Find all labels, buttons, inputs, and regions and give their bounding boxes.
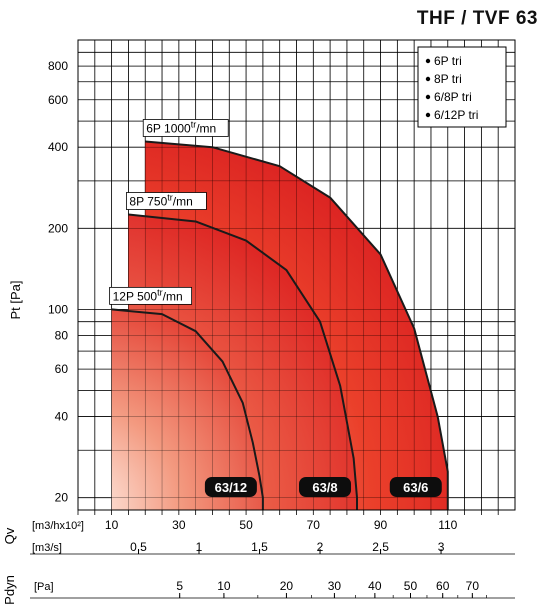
curve-badge: [299, 477, 352, 497]
curve-badge: [204, 477, 257, 497]
curve-label: 8P 750tr/mn: [129, 193, 192, 209]
y-tick-label: 800: [48, 59, 68, 73]
y-tick-label: 20: [55, 491, 69, 505]
legend-bullet: [425, 58, 431, 64]
y-tick-label: 400: [48, 140, 68, 154]
pdyn-tick-label: 60: [436, 579, 450, 593]
flow-unit-label-top: [m3/hx10²]: [32, 520, 84, 532]
curve-badge-label: 63/12: [215, 480, 248, 495]
curve-label: 12P 500tr/mn: [113, 287, 183, 303]
m3s-tick-label: 1.5: [251, 540, 268, 554]
y-tick-label: 80: [55, 328, 69, 342]
x-tick-label: 90: [374, 518, 388, 532]
legend-bullet: [425, 112, 431, 118]
x-tick-label: 10: [105, 518, 119, 532]
pdyn-tick-label: 20: [280, 579, 294, 593]
x-tick-label: 70: [307, 518, 321, 532]
legend-bullet: [425, 76, 431, 82]
curve-badge: [389, 477, 442, 497]
x-tick-label: 50: [239, 518, 253, 532]
legend-entry: 6/12P tri: [434, 108, 478, 122]
x-tick-label: 110: [438, 518, 457, 532]
curve-line: [145, 140, 449, 510]
legend-bullet: [425, 94, 431, 100]
y-tick-label: 40: [55, 410, 69, 424]
qv-axis-label: Qv: [2, 527, 17, 544]
pdyn-tick-label: 70: [466, 579, 480, 593]
legend-entry: 6/8P tri: [434, 90, 472, 104]
curve-label: 6P 1000tr/mn: [146, 119, 216, 135]
curve-label-box: [142, 119, 229, 137]
y-tick-label: 60: [55, 362, 69, 376]
x-tick-label: 30: [172, 518, 186, 532]
y-tick-label: 200: [48, 221, 68, 235]
curve-label-box: [109, 286, 193, 305]
curve-label-box: [126, 192, 207, 210]
y-tick-label: 600: [48, 93, 68, 107]
m3s-tick-label: 3: [438, 540, 445, 554]
curve-badge-label: 63/6: [403, 480, 428, 495]
pdyn-tick-label: 40: [368, 579, 382, 593]
m3s-tick-label: 2.5: [372, 540, 389, 554]
m3s-tick-label: 0.5: [130, 540, 147, 554]
legend-entry: 8P tri: [434, 72, 462, 86]
m3s-tick-label: 2: [317, 540, 324, 554]
pdyn-tick-label: 30: [328, 579, 342, 593]
m3s-tick-label: 1: [196, 540, 203, 554]
curve-badge-label: 63/8: [312, 480, 337, 495]
curve-line: [111, 308, 264, 510]
pdyn-axis-label: Pdyn: [2, 575, 17, 605]
curve-line: [128, 213, 359, 510]
y-tick-label: 100: [48, 302, 68, 316]
curve-area: [111, 309, 263, 510]
chart-title: THF / TVF 63: [416, 8, 538, 29]
flow-unit-label-bottom: [m3/s]: [32, 542, 62, 554]
pdyn-tick-label: 50: [404, 579, 418, 593]
legend-box: [417, 46, 507, 128]
pdyn-tick-label: 10: [217, 579, 231, 593]
pdyn-tick-label: 5: [176, 579, 183, 593]
legend-entry: 6P tri: [434, 54, 462, 68]
pdyn-unit-label: [Pa]: [34, 581, 54, 593]
y-axis-label: Pt [Pa]: [8, 280, 23, 319]
